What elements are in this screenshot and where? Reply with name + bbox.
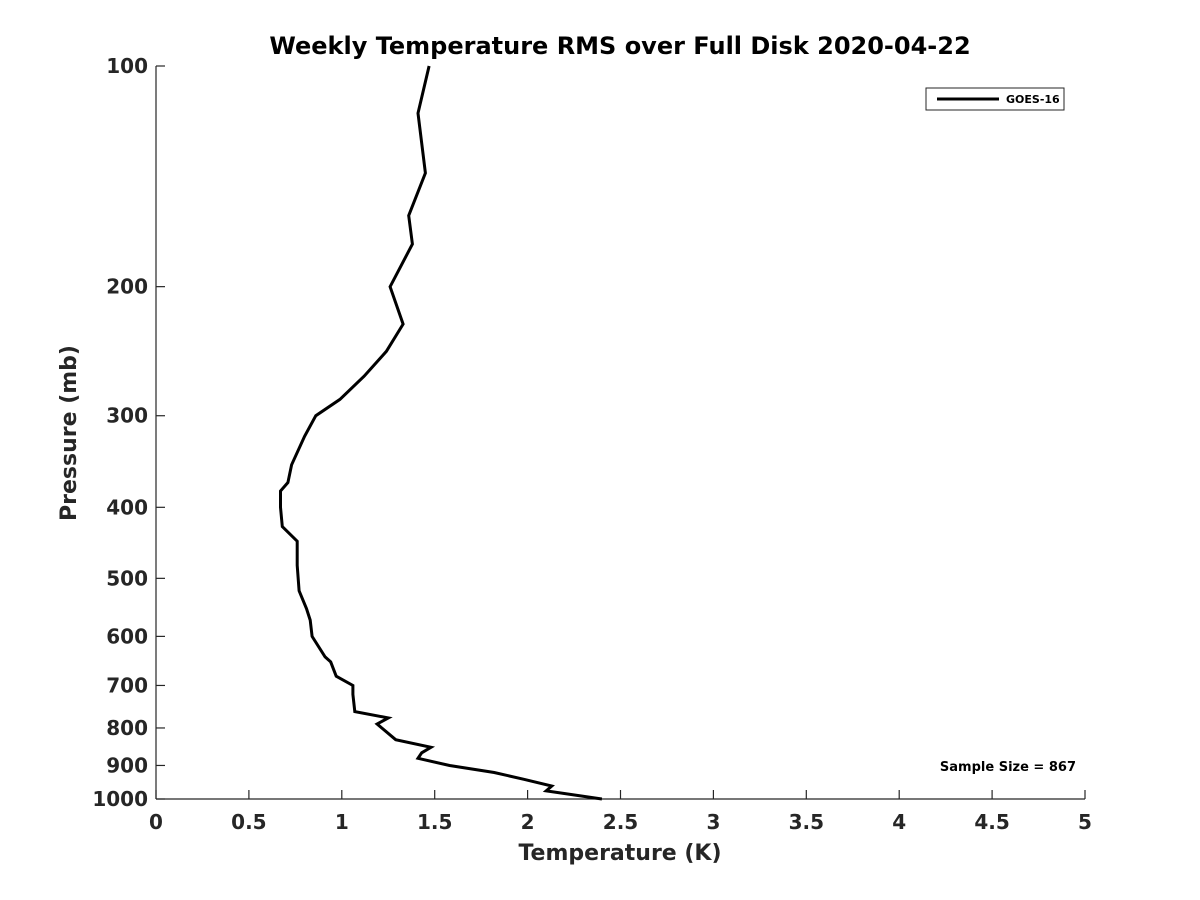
- y-tick-label: 1000: [92, 787, 148, 811]
- x-tick-label: 4.5: [974, 810, 1009, 834]
- x-tick-label: 0.5: [231, 810, 266, 834]
- x-tick-label: 0: [149, 810, 163, 834]
- y-tick-label: 600: [106, 624, 148, 648]
- x-axis-label: Temperature (K): [518, 841, 721, 866]
- legend: GOES-16: [925, 87, 1065, 111]
- legend-entry-goes-16: GOES-16: [1006, 93, 1060, 106]
- x-tick-label: 3.5: [789, 810, 824, 834]
- y-tick-label: 100: [106, 54, 148, 78]
- y-tick-label: 700: [106, 673, 148, 697]
- y-axis-label: Pressure (mb): [57, 345, 82, 521]
- y-tick-label: 400: [106, 495, 148, 519]
- y-tick-label: 800: [106, 716, 148, 740]
- x-tick-label: 5: [1078, 810, 1092, 834]
- x-tick-label: 1.5: [417, 810, 452, 834]
- x-tick-label: 3: [706, 810, 720, 834]
- y-tick-label: 500: [106, 566, 148, 590]
- y-tick-label: 900: [106, 753, 148, 777]
- y-ticks: 100 200 300 400 500 600 700 800 900 1000: [92, 54, 165, 811]
- x-tick-label: 4: [892, 810, 906, 834]
- series-line-goes-16: [279, 65, 603, 801]
- x-ticks: 0 0.5 1 1.5 2 2.5 3 3.5 4 4.5 5: [149, 790, 1092, 834]
- sample-size-annotation: Sample Size = 867: [940, 760, 1076, 775]
- y-tick-label: 300: [106, 404, 148, 428]
- series-layer: [279, 65, 603, 801]
- x-tick-label: 1: [335, 810, 349, 834]
- axes: [155, 66, 1085, 800]
- x-tick-label: 2.5: [603, 810, 638, 834]
- y-tick-label: 200: [106, 275, 148, 299]
- chart-title: Weekly Temperature RMS over Full Disk 20…: [269, 32, 970, 60]
- x-tick-label: 2: [521, 810, 535, 834]
